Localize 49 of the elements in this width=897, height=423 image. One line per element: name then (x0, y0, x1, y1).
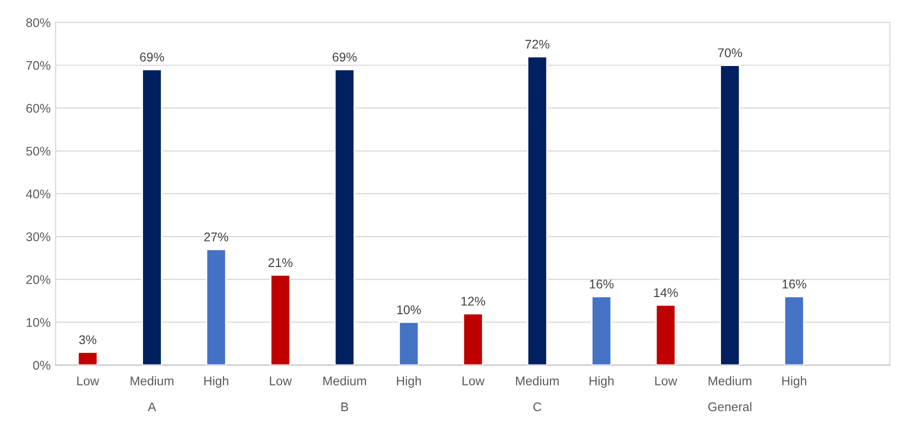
data-label: 10% (397, 305, 421, 314)
data-label: 12% (461, 296, 486, 306)
data-label: 16% (590, 280, 614, 288)
bar (77, 352, 98, 366)
bar (334, 68, 355, 366)
series-label: Medium (130, 376, 174, 386)
data-label: 69% (140, 52, 164, 62)
y-tick-label: 0% (33, 360, 50, 370)
y-tick-label: 80% (26, 18, 50, 28)
data-label: 16% (782, 280, 806, 288)
y-tick-label: 40% (26, 190, 50, 198)
series-label: High (204, 376, 228, 388)
text: Low (270, 376, 292, 386)
x-tick-label: General (708, 402, 752, 412)
bar (526, 56, 548, 366)
series-label: Low (462, 376, 485, 386)
y-tick-label: 70% (26, 61, 50, 70)
data-label: 3% (79, 335, 96, 344)
bar (720, 64, 740, 366)
y-tick-label: 30% (26, 232, 50, 242)
data-label: 21% (268, 258, 292, 268)
text: High (590, 376, 614, 388)
x-tick-label: B (341, 402, 348, 412)
text: Medium (323, 376, 366, 386)
text: Medium (708, 376, 752, 386)
text: Low (77, 376, 100, 386)
x-tick-label: A (148, 402, 156, 412)
y-tick-label: 20% (26, 275, 50, 284)
data-label: 69% (332, 52, 357, 62)
data-label: 14% (654, 288, 678, 298)
y-tick-label: 50% (26, 146, 50, 156)
bar (591, 296, 612, 366)
y-tick-label: 10% (26, 318, 50, 327)
bar (206, 248, 226, 366)
bar (784, 296, 804, 366)
bar (398, 322, 420, 366)
data-label: 27% (204, 232, 228, 242)
text: High (782, 376, 806, 388)
y-tick-label: 60% (26, 104, 50, 113)
bar (270, 274, 291, 366)
x-tick-label: C (533, 402, 542, 412)
data-label: 72% (525, 40, 550, 49)
text: Low (655, 376, 678, 386)
data-label: 70% (718, 48, 742, 58)
text: Medium (516, 376, 559, 386)
bar (462, 312, 484, 366)
bar (655, 304, 676, 366)
text: High (396, 376, 421, 388)
bar (142, 68, 162, 366)
